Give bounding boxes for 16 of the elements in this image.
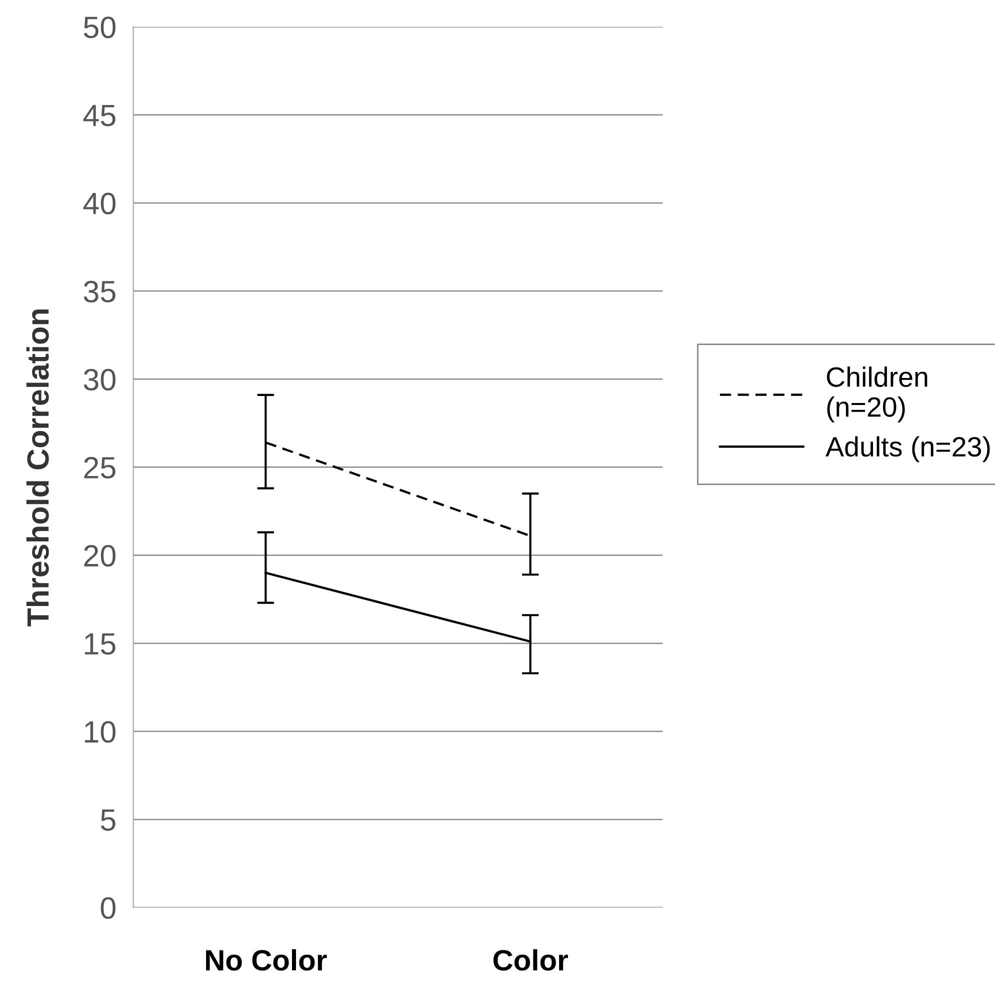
- y-tick-label: 25: [84, 456, 116, 479]
- x-tick-label: No Color: [206, 949, 327, 971]
- y-axis-title: Threshold Correlation: [26, 309, 49, 626]
- y-tick-label: 40: [83, 192, 116, 214]
- y-tick-label: 5: [100, 810, 116, 831]
- y-tick-label: 45: [83, 104, 116, 126]
- y-tick-label: 10: [85, 721, 116, 743]
- y-tick-label: 15: [85, 633, 116, 655]
- y-tick-label: 20: [84, 544, 116, 567]
- legend-label: Adults (n=23): [826, 436, 990, 462]
- x-tick-label: Color: [493, 949, 568, 971]
- y-tick-label: 0: [100, 897, 116, 919]
- y-tick-label: 50: [84, 16, 116, 38]
- y-tick-label: 30: [84, 368, 116, 390]
- legend-label: Children (n=20): [826, 366, 928, 422]
- y-tick-label: 35: [84, 280, 116, 302]
